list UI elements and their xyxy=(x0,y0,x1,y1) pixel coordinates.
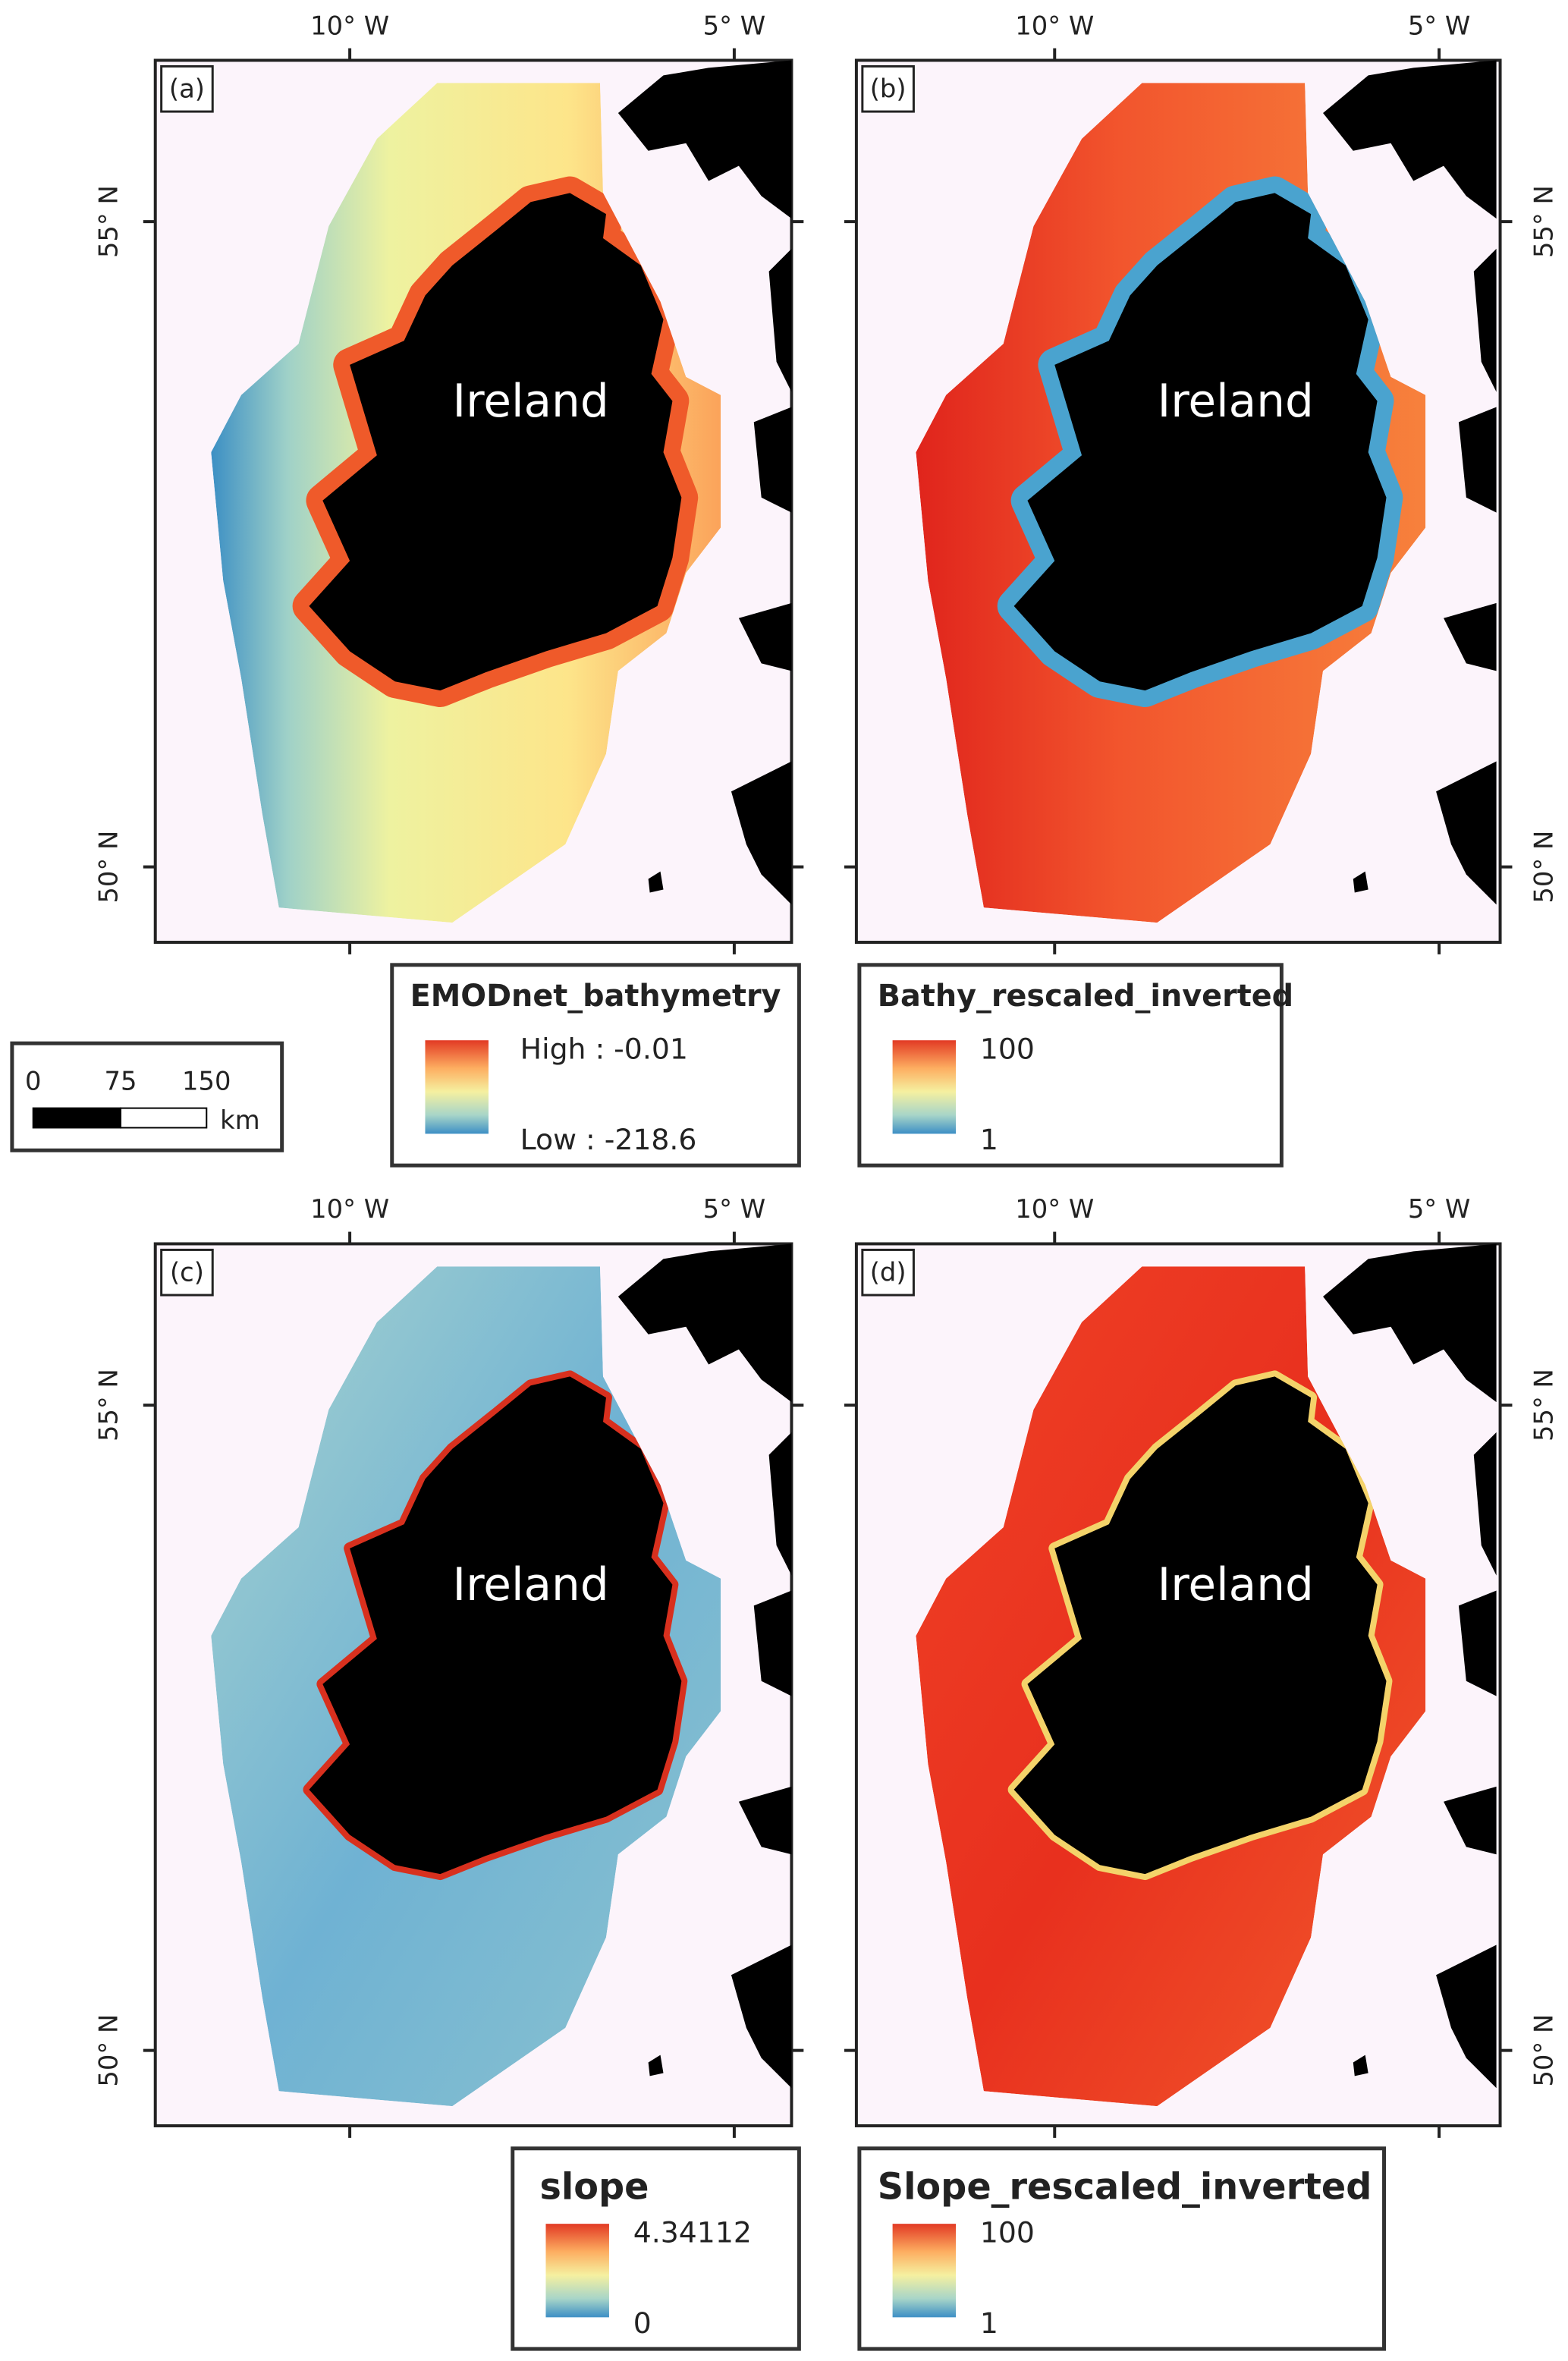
legend-low: 0 xyxy=(633,2306,652,2340)
lat-tick-label: 50° N xyxy=(94,2014,124,2087)
land xyxy=(731,761,792,905)
land xyxy=(768,1432,792,1576)
lat-tick-label: 50° N xyxy=(94,831,124,904)
legend-low: 1 xyxy=(980,2306,998,2340)
place-label: Ireland xyxy=(1158,1559,1314,1611)
map-content: Ireland xyxy=(211,1243,792,2107)
ireland-land xyxy=(309,1376,682,1875)
panel-label: (c) xyxy=(170,1258,204,1287)
land xyxy=(617,60,792,219)
map-panel: Ireland (d) 10° W 5° W 55° N 50° N xyxy=(844,1194,1559,2138)
land xyxy=(1436,761,1497,905)
legend-high: 100 xyxy=(980,2216,1035,2249)
land xyxy=(738,1786,792,1855)
legend: EMODnet_bathymetry High : -0.01 Low : -218… xyxy=(390,963,801,1168)
lon-tick-label: 10° W xyxy=(310,1194,389,1224)
place-label: Ireland xyxy=(453,376,609,428)
land xyxy=(1353,2054,1368,2076)
legend-high: 4.34112 xyxy=(633,2216,752,2249)
land xyxy=(753,407,792,513)
panel-label-box xyxy=(160,64,214,113)
scale-segment xyxy=(32,1107,121,1129)
lon-tick-label: 10° W xyxy=(310,11,389,40)
land xyxy=(731,1944,792,2089)
land xyxy=(1473,248,1497,392)
legend-high: 100 xyxy=(980,1033,1035,1066)
legend-title: slope xyxy=(540,2166,649,2208)
legend-title: Slope_rescaled_inverted xyxy=(878,2166,1372,2208)
land xyxy=(738,602,792,671)
legend: Bathy_rescaled_inverted 100 1 xyxy=(857,963,1293,1168)
scale-box xyxy=(10,1041,284,1152)
scale-bar: 0 75 150 km xyxy=(10,1041,284,1152)
legend-ramp xyxy=(892,1040,957,1134)
scale-tick: 150 xyxy=(182,1066,231,1096)
land xyxy=(1323,1243,1497,1403)
lon-tick-label: 5° W xyxy=(1408,1194,1471,1224)
land xyxy=(1436,1944,1497,2089)
lat-tick-label: 50° N xyxy=(1529,831,1559,904)
lon-tick-label: 5° W xyxy=(703,11,766,40)
panel-label: (b) xyxy=(870,74,907,104)
land xyxy=(617,1243,792,1403)
land xyxy=(768,248,792,392)
legend-ramp xyxy=(425,1040,489,1134)
panel-label: (d) xyxy=(870,1258,907,1287)
panel-label: (a) xyxy=(169,74,205,104)
map-panel: Ireland (a) 10° W 5° W 55° N 50° N xyxy=(94,11,804,954)
scale-tick: 0 xyxy=(25,1066,41,1096)
legend-title: EMODnet_bathymetry xyxy=(410,979,781,1014)
map-content: Ireland xyxy=(211,60,792,923)
ireland-land xyxy=(1013,193,1387,691)
legend-high: High : -0.01 xyxy=(520,1033,688,1066)
map-content: Ireland xyxy=(916,1243,1497,2107)
lat-tick-label: 50° N xyxy=(1529,2014,1559,2087)
ireland-land xyxy=(309,193,682,691)
legend-ramp xyxy=(545,2224,609,2318)
land xyxy=(1473,1432,1497,1576)
lon-tick-label: 10° W xyxy=(1015,11,1094,40)
place-label: Ireland xyxy=(453,1559,609,1611)
lat-tick-label: 55° N xyxy=(94,1369,124,1441)
lon-tick-label: 5° W xyxy=(703,1194,766,1224)
ireland-land xyxy=(1013,1376,1387,1875)
scale-tick: 75 xyxy=(105,1066,137,1096)
lon-tick-label: 10° W xyxy=(1015,1194,1094,1224)
land xyxy=(1444,602,1497,671)
legend-ramp xyxy=(892,2224,957,2318)
lat-tick-label: 55° N xyxy=(94,185,124,258)
panel-label-box xyxy=(861,64,915,113)
scale-segment xyxy=(120,1107,208,1129)
land xyxy=(1353,871,1368,893)
map-panel: Ireland (c) 10° W 5° W 55° N 50° N xyxy=(94,1194,804,2138)
legend: slope 4.34112 0 xyxy=(511,2146,801,2351)
map-content: Ireland xyxy=(916,60,1497,923)
land xyxy=(753,1590,792,1696)
lat-tick-label: 55° N xyxy=(1529,1369,1559,1441)
legend-low: 1 xyxy=(980,1123,998,1156)
place-label: Ireland xyxy=(1158,376,1314,428)
legend: Slope_rescaled_inverted 100 1 xyxy=(857,2146,1387,2351)
lon-tick-label: 5° W xyxy=(1408,11,1471,40)
land xyxy=(1458,407,1497,513)
map-panel: Ireland (b) 10° W 5° W 55° N 50° N xyxy=(844,11,1559,954)
land xyxy=(1323,60,1497,219)
land xyxy=(648,2054,664,2076)
panel-label-box xyxy=(861,1248,915,1297)
panel-label-box xyxy=(160,1248,214,1297)
land xyxy=(1444,1786,1497,1855)
lat-tick-label: 55° N xyxy=(1529,185,1559,258)
land xyxy=(648,871,664,893)
land xyxy=(1458,1590,1497,1696)
legend-title: Bathy_rescaled_inverted xyxy=(878,979,1293,1014)
scale-unit: km xyxy=(220,1105,259,1135)
legend-low: Low : -218.6 xyxy=(520,1123,697,1156)
